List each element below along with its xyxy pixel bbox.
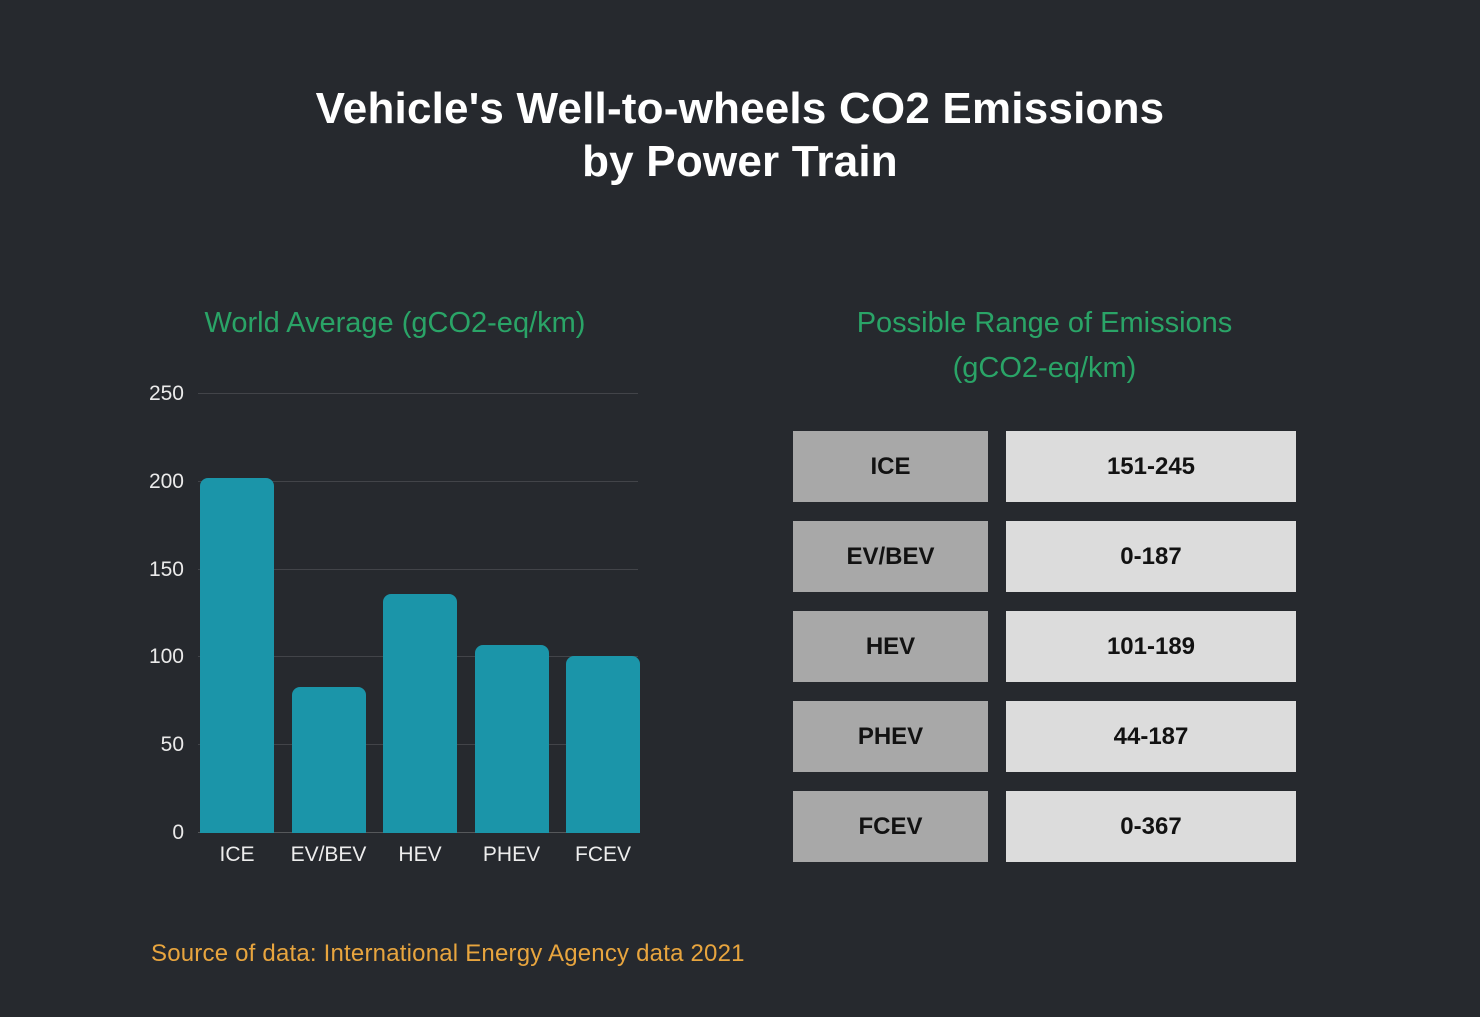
powertrain-label-cell: HEV xyxy=(793,611,988,682)
powertrain-label-cell: PHEV xyxy=(793,701,988,772)
table-row: FCEV 0-367 xyxy=(793,791,1296,862)
range-table-title-line2: (gCO2-eq/km) xyxy=(952,352,1137,384)
range-value-cell: 0-187 xyxy=(1006,521,1296,592)
y-tick-label: 250 xyxy=(148,382,184,405)
source-note: Source of data: International Energy Age… xyxy=(151,940,745,967)
bar-ICE xyxy=(200,478,274,833)
page-title-line1: Vehicle's Well-to-wheels CO2 Emissions xyxy=(315,84,1165,133)
powertrain-label-cell: EV/BEV xyxy=(793,521,988,592)
y-tick-label: 200 xyxy=(148,469,184,493)
range-table-title-line1: Possible Range of Emissions xyxy=(856,307,1233,339)
bar-FCEV xyxy=(566,655,640,833)
range-value-cell: 101-189 xyxy=(1006,611,1296,682)
powertrain-label-cell: ICE xyxy=(793,431,988,502)
bar-PHEV xyxy=(474,645,549,833)
x-category-label: EV/BEV xyxy=(290,843,367,866)
bar-plot: 0 50 100 150 200 250 ICE EV/BEV HEV PHEV FCEV xyxy=(149,383,640,866)
bar-EV/BEV xyxy=(291,687,366,833)
table-row: PHEV 44-187 xyxy=(793,701,1296,772)
y-tick-label: 50 xyxy=(160,733,184,757)
y-tick-label: 100 xyxy=(148,645,184,669)
powertrain-label-cell: FCEV xyxy=(793,791,988,862)
table-row: EV/BEV 0-187 xyxy=(793,521,1296,592)
bar-HEV xyxy=(383,594,457,833)
x-category-label: PHEV xyxy=(482,843,541,866)
y-tick-label: 0 xyxy=(172,821,184,844)
x-category-label: FCEV xyxy=(574,843,632,866)
range-value-cell: 44-187 xyxy=(1006,701,1296,772)
range-table: ICE 151-245 EV/BEV 0-187 HEV 101-189 PHEV 44-18… xyxy=(793,431,1296,881)
page-title-line2: by Power Train xyxy=(582,137,898,186)
y-tick-label: 150 xyxy=(148,557,184,581)
x-category-label: HEV xyxy=(398,843,442,866)
gridline-250 xyxy=(198,393,638,394)
table-row: HEV 101-189 xyxy=(793,611,1296,682)
table-row: ICE 151-245 xyxy=(793,431,1296,502)
gridline-200 xyxy=(198,480,638,482)
range-table-title: Possible Range of Emissions (gCO2-eq/km) xyxy=(793,301,1296,391)
range-value-cell: 0-367 xyxy=(1006,791,1296,862)
bar-chart-title: World Average (gCO2-eq/km) xyxy=(204,307,586,339)
x-category-label: ICE xyxy=(219,843,255,866)
page-title: Vehicle's Well-to-wheels CO2 Emissions by… xyxy=(0,82,1480,188)
range-value-cell: 151-245 xyxy=(1006,431,1296,502)
gridline-150 xyxy=(198,568,638,570)
